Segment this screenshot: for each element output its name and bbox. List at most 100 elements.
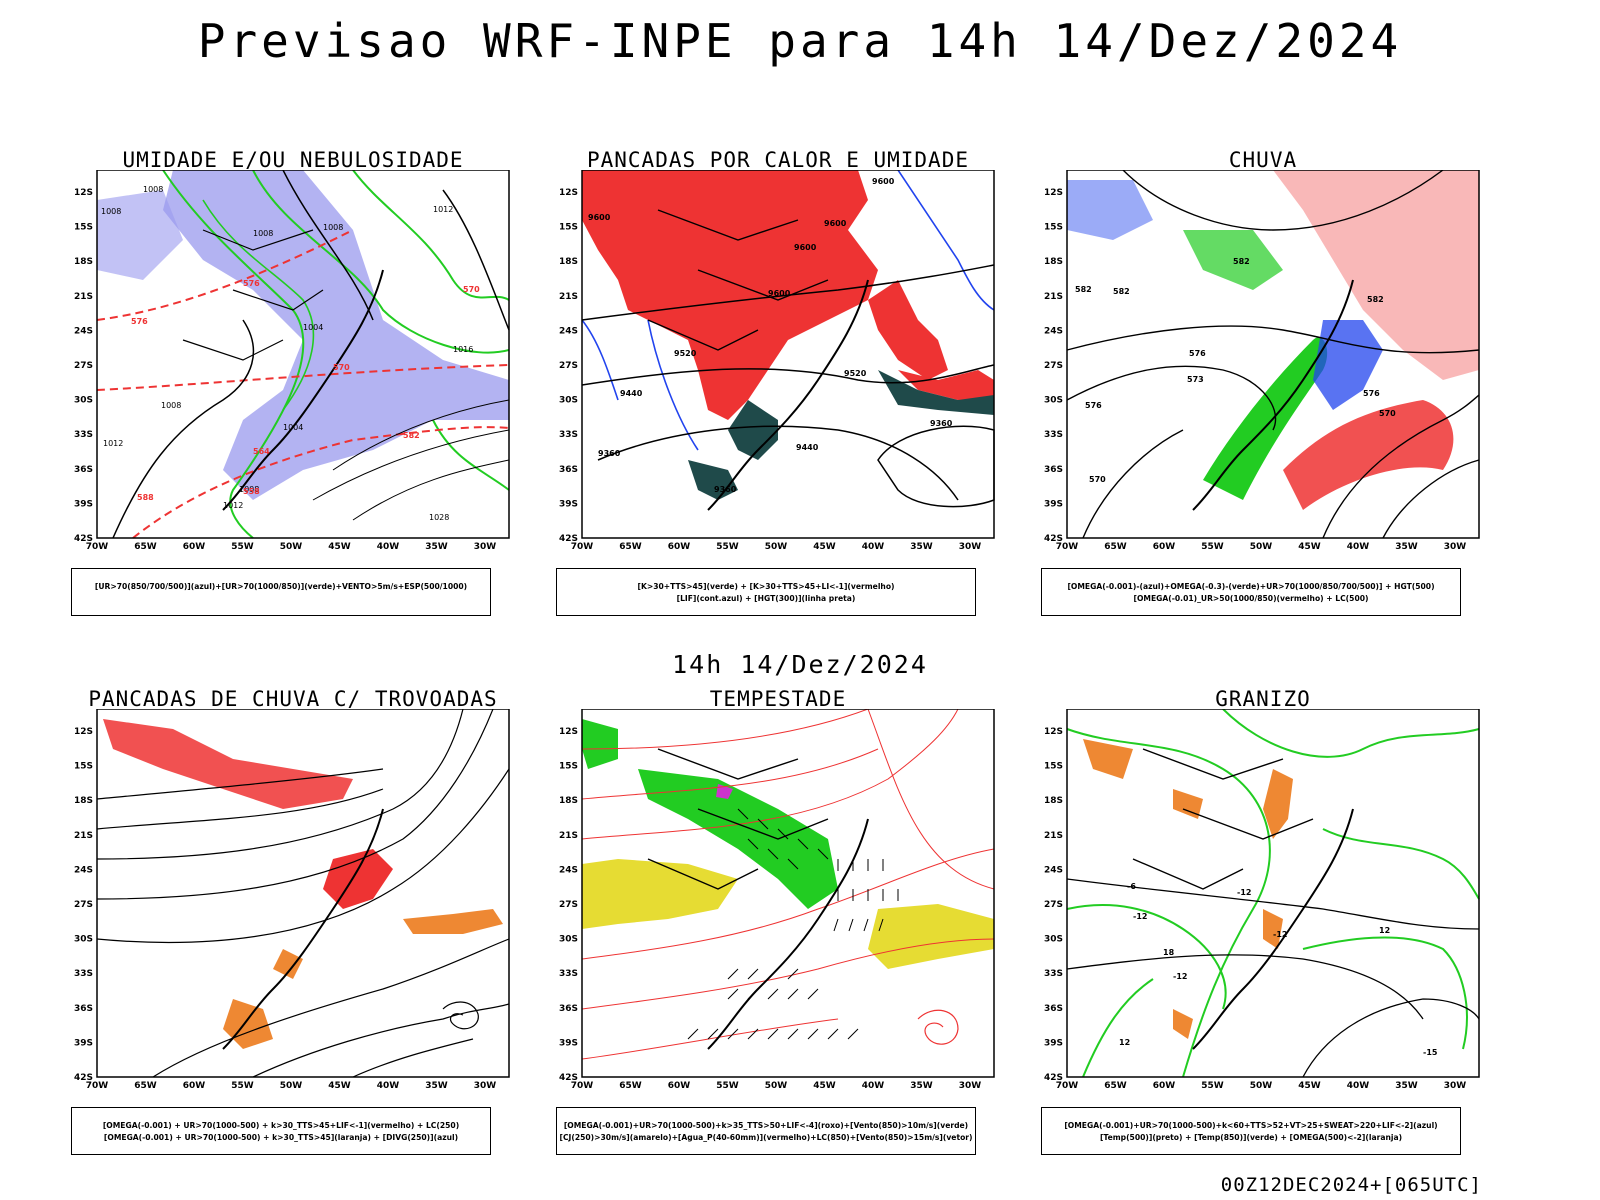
isobar — [282, 170, 374, 321]
svg-text:564: 564 — [253, 447, 270, 456]
lon-tick-label: 60W — [668, 542, 691, 552]
lon-tick-label: 65W — [619, 542, 642, 552]
svg-text:1012: 1012 — [103, 439, 123, 448]
svg-text:18: 18 — [1163, 948, 1175, 957]
lon-tick-label: 45W — [1298, 1081, 1321, 1091]
red-instability-area — [868, 280, 948, 380]
red-rain-area — [1283, 400, 1454, 510]
yellow-jet-area — [868, 904, 994, 969]
streamline — [96, 709, 464, 860]
lon-tick-label: 30W — [959, 542, 982, 552]
svg-text:582: 582 — [1075, 285, 1092, 294]
streamline — [352, 1038, 474, 1078]
red-thickness-line — [96, 229, 354, 321]
lat-tick-label: 12S — [74, 188, 93, 198]
lat-tick-label: 18S — [74, 796, 93, 806]
contour-labels: 9600 9600 9600 9600 9600 9520 9520 9440 … — [588, 177, 953, 494]
panel-pancadas-trovoadas: PANCADAS DE CHUVA C/ TROVOADAS 12S 15S 18S… — [53, 687, 533, 1187]
svg-text:576: 576 — [131, 317, 148, 326]
lat-tick-label: 12S — [559, 727, 578, 737]
lat-tick-label: 12S — [1044, 188, 1063, 198]
state-borders — [647, 748, 829, 890]
lat-tick-label: 39S — [559, 499, 578, 509]
lon-tick-label: 35W — [425, 542, 448, 552]
streamline — [96, 768, 384, 800]
green-contour — [162, 170, 305, 539]
lat-tick-label: 21S — [74, 292, 93, 302]
lon-tick-label: 40W — [377, 1081, 400, 1091]
lon-tick-label: 30W — [474, 1081, 497, 1091]
lat-tick-label: 21S — [74, 831, 93, 841]
svg-text:1008: 1008 — [323, 223, 343, 232]
lat-tick-label: 15S — [559, 223, 578, 233]
run-stamp: 00Z12DEC2024+[065UTC] — [1220, 1174, 1482, 1196]
lif-contour — [897, 170, 995, 311]
green-temp850 — [1066, 904, 1227, 1010]
streamline — [152, 938, 510, 1078]
streamline — [352, 459, 510, 521]
svg-text:1008: 1008 — [101, 207, 121, 216]
coastline — [222, 808, 384, 1050]
lon-tick-label: 45W — [328, 542, 351, 552]
lat-tick-label: 24S — [1044, 865, 1063, 875]
lat-tick-label: 33S — [559, 969, 578, 979]
lon-tick-label: 50W — [1250, 542, 1273, 552]
valid-time-label: 14h 14/Dez/2024 — [672, 650, 928, 679]
blue-rain-area — [1313, 320, 1383, 410]
lon-tick-label: 30W — [1444, 1081, 1467, 1091]
lon-tick-label: 70W — [1056, 542, 1079, 552]
hgt500-contour — [1322, 394, 1480, 539]
isobar — [442, 189, 510, 331]
streamline — [252, 1003, 510, 1078]
lat-tick-label: 42S — [74, 1073, 93, 1083]
legend-tempestade: [OMEGA(-0.001)+UR>70(1000-500)+k>35_TTS>… — [556, 1107, 976, 1155]
lat-tick-label: 39S — [74, 1038, 93, 1048]
lat-tick-label: 24S — [74, 326, 93, 336]
lon-tick-label: 45W — [813, 1081, 836, 1091]
lon-tick-label: 50W — [280, 1081, 303, 1091]
svg-text:9360: 9360 — [930, 419, 953, 428]
lat-tick-label: 33S — [559, 430, 578, 440]
green-temp850 — [1302, 936, 1468, 1050]
svg-text:-12: -12 — [1173, 972, 1187, 981]
legend-pancadas-calor: [K>30+TTS>45](verde) + [K>30+TTS>45+LI<-… — [556, 568, 976, 616]
lat-tick-label: 42S — [559, 1073, 578, 1083]
lon-tick-label: 40W — [377, 542, 400, 552]
state-borders — [182, 229, 324, 361]
panel-tempestade: TEMPESTADE 12S 15S 18S 21S 24S 27S 30S 33S 36S 39… — [538, 687, 1018, 1187]
svg-text:9600: 9600 — [872, 177, 895, 186]
lat-tick-label: 30S — [1044, 935, 1063, 945]
lat-tick-label: 12S — [1044, 727, 1063, 737]
streamline — [96, 709, 494, 900]
streamline — [332, 399, 510, 471]
lon-tick-label: 30W — [474, 542, 497, 552]
green-contour — [352, 170, 510, 301]
svg-text:9440: 9440 — [620, 389, 643, 398]
lat-tick-label: 18S — [1044, 796, 1063, 806]
red-streamline — [581, 709, 869, 750]
isobar — [112, 319, 255, 539]
black-temp500 — [1066, 878, 1480, 930]
lon-tick-label: 35W — [425, 1081, 448, 1091]
orange-omega-area — [1083, 739, 1133, 779]
red-thickness-line — [132, 426, 510, 539]
svg-text:-12: -12 — [1237, 888, 1251, 897]
state-borders — [1132, 748, 1314, 890]
lon-tick-label: 70W — [86, 542, 109, 552]
svg-text:9600: 9600 — [768, 289, 791, 298]
vortex — [442, 1001, 479, 1030]
contour-labels: -6 -12 -12 -12 -12 -15 12 12 18 — [1119, 882, 1438, 1057]
black-temp500 — [1302, 998, 1480, 1078]
svg-text:1008: 1008 — [161, 401, 181, 410]
hgt500-contour — [1382, 459, 1480, 539]
lon-tick-label: 55W — [1201, 1081, 1224, 1091]
svg-text:1004: 1004 — [283, 423, 303, 432]
black-temp500 — [1066, 954, 1424, 1020]
lon-tick-label: 70W — [86, 1081, 109, 1091]
svg-text:588: 588 — [137, 493, 154, 502]
hgt300-contour — [581, 364, 995, 386]
green-wind-area — [582, 719, 618, 769]
lat-tick-label: 18S — [1044, 257, 1063, 267]
svg-text:1008: 1008 — [253, 229, 273, 238]
lat-tick-label: 27S — [1044, 900, 1063, 910]
